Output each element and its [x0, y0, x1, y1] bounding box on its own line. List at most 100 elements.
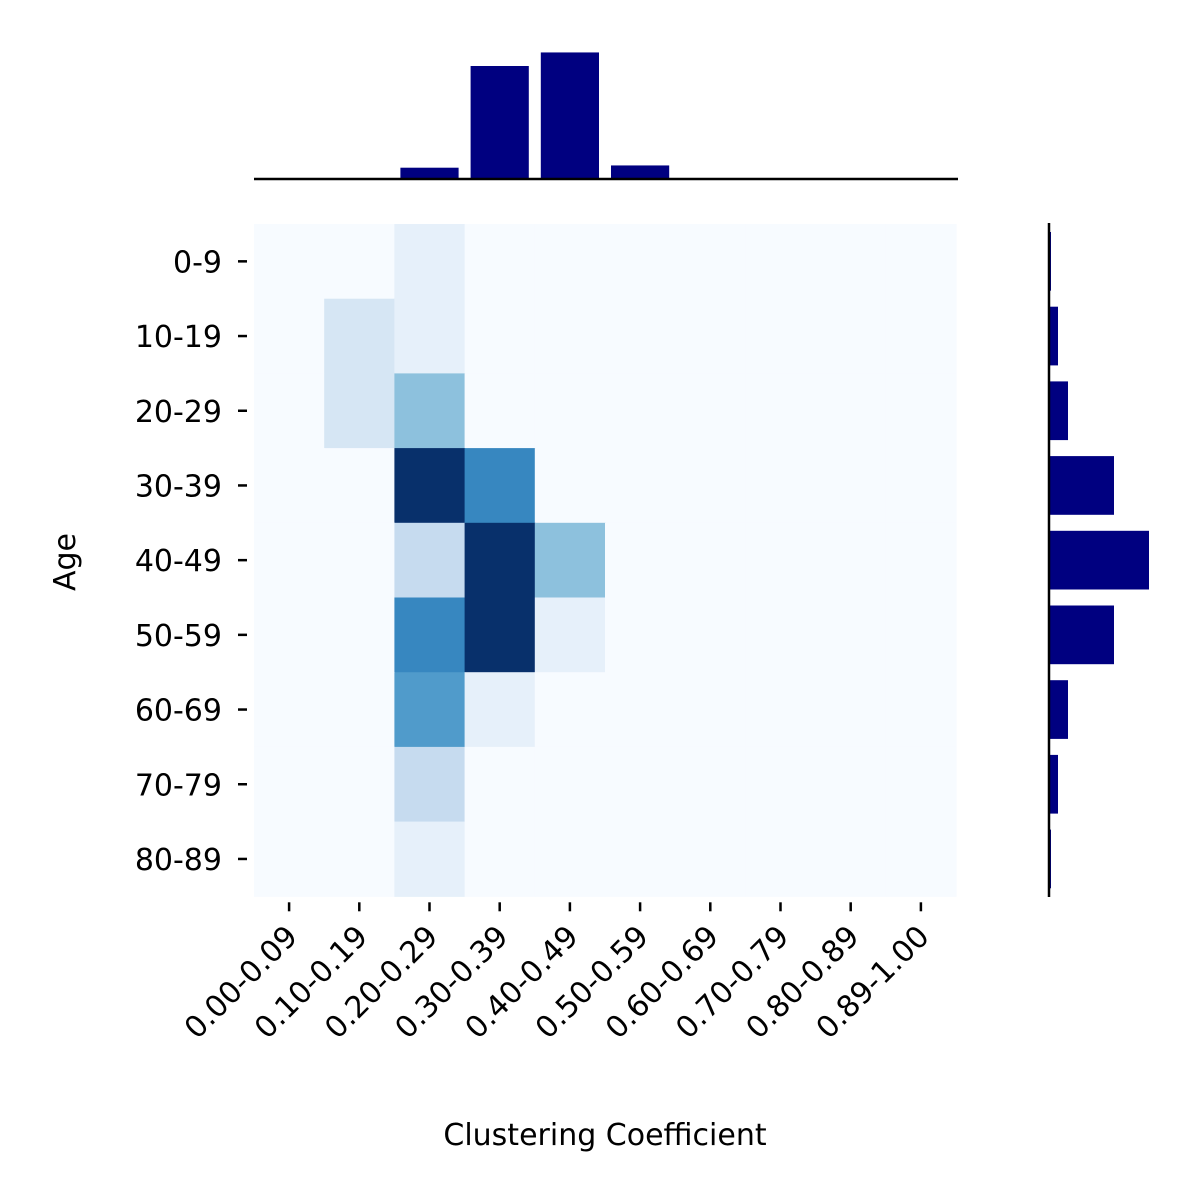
heatmap-cell	[605, 597, 676, 673]
heatmap-cells	[254, 224, 957, 897]
heatmap-cell	[815, 224, 887, 300]
heatmap-cell	[254, 821, 325, 897]
heatmap-cell	[464, 448, 536, 524]
heatmap-cell	[885, 224, 957, 300]
heatmap-cell	[394, 821, 466, 897]
heatmap-cell	[464, 821, 536, 897]
heatmap-cell	[675, 448, 746, 524]
heatmap-cell	[675, 597, 746, 673]
top-marginal-bar	[540, 52, 599, 179]
heatmap-cell	[324, 448, 395, 524]
top-marginal-bar	[470, 66, 529, 179]
heatmap-cell	[324, 672, 395, 748]
heatmap-cell	[254, 298, 325, 374]
heatmap-cell	[324, 522, 395, 599]
heatmap-cell	[534, 522, 606, 599]
y-tick-label: 80-89	[135, 843, 222, 878]
heatmap-cell	[605, 373, 676, 449]
heatmap-cell	[534, 448, 606, 524]
heatmap-cell	[885, 672, 957, 748]
heatmap-cell	[534, 373, 606, 449]
heatmap-cell	[605, 298, 676, 374]
y-tick-label: 10-19	[135, 320, 222, 355]
top-marginal-bar	[611, 165, 670, 179]
heatmap-cell	[254, 224, 325, 300]
heatmap-cell	[464, 597, 536, 673]
heatmap-cell	[394, 448, 466, 524]
heatmap-cell	[464, 746, 536, 823]
heatmap-cell	[815, 373, 887, 449]
heatmap-cell	[254, 746, 325, 823]
heatmap-cell	[815, 522, 887, 599]
heatmap-cell	[534, 597, 606, 673]
heatmap-cell	[675, 746, 746, 823]
heatmap-cell	[464, 522, 536, 599]
heatmap-cell	[815, 448, 887, 524]
y-tick-label: 50-59	[135, 619, 222, 654]
y-tick-label: 60-69	[135, 694, 222, 729]
heatmap-cell	[675, 298, 746, 374]
heatmap-cell	[745, 746, 817, 823]
right-marginal-bar	[1049, 456, 1114, 515]
heatmap-cell	[394, 522, 466, 599]
heatmap-cell	[394, 746, 466, 823]
heatmap-cell	[534, 746, 606, 823]
heatmap-cell	[324, 746, 395, 823]
y-tick-label: 30-39	[135, 469, 222, 504]
top-marginal-bar	[400, 167, 459, 179]
heatmap-cell	[675, 522, 746, 599]
heatmap-cell	[885, 597, 957, 673]
right-marginal-bar	[1049, 530, 1149, 590]
right-marginal-histogram	[1049, 232, 1149, 889]
heatmap-cell	[324, 821, 395, 897]
y-tick-label: 0-9	[173, 245, 222, 280]
right-marginal-bar	[1049, 381, 1068, 441]
heatmap-cell	[464, 224, 536, 300]
heatmap-cell	[394, 224, 466, 300]
heatmap-cell	[885, 448, 957, 524]
heatmap-cell	[885, 746, 957, 823]
heatmap-cell	[464, 672, 536, 748]
heatmap-cell	[675, 224, 746, 300]
heatmap-cell	[254, 448, 325, 524]
x-axis-title: Clustering Coefficient	[443, 1118, 766, 1153]
heatmap-cell	[745, 522, 817, 599]
heatmap-cell	[675, 672, 746, 748]
heatmap-cell	[464, 373, 536, 449]
heatmap-cell	[675, 821, 746, 897]
heatmap-cell	[815, 298, 887, 374]
heatmap-cell	[745, 373, 817, 449]
right-marginal-bar	[1049, 306, 1058, 366]
heatmap-cell	[534, 821, 606, 897]
heatmap-cell	[534, 672, 606, 748]
right-marginal-bar	[1049, 680, 1068, 739]
heatmap-cell	[534, 224, 606, 300]
heatmap-cell	[745, 224, 817, 300]
heatmap-cell	[254, 672, 325, 748]
y-tick-label: 70-79	[135, 768, 222, 803]
y-axis-title: Age	[48, 533, 83, 591]
heatmap-cell	[394, 373, 466, 449]
heatmap-cell	[675, 373, 746, 449]
heatmap-cell	[745, 597, 817, 673]
heatmap-cell	[605, 672, 676, 748]
heatmap-cell	[885, 298, 957, 374]
heatmap-cell	[605, 522, 676, 599]
heatmap-cell	[745, 298, 817, 374]
y-axis-ticks: 0-9 10-19 20-29 30-39 40-49 50-59 60-69 70-79 80…	[135, 245, 247, 878]
heatmap-cell	[324, 597, 395, 673]
heatmap-cell	[885, 522, 957, 599]
y-tick-label: 20-29	[135, 395, 222, 430]
heatmap-cell	[324, 224, 395, 300]
heatmap-cell	[394, 672, 466, 748]
heatmap-cell	[605, 448, 676, 524]
top-marginal-histogram	[400, 52, 670, 179]
heatmap-cell	[605, 224, 676, 300]
heatmap-cell	[254, 373, 325, 449]
heatmap-cell	[394, 597, 466, 673]
y-tick-label: 40-49	[135, 544, 222, 579]
heatmap-cell	[534, 298, 606, 374]
x-axis-ticks: 0.00-0.090.10-0.190.20-0.290.30-0.390.40…	[178, 902, 937, 1046]
heatmap-cell	[605, 821, 676, 897]
